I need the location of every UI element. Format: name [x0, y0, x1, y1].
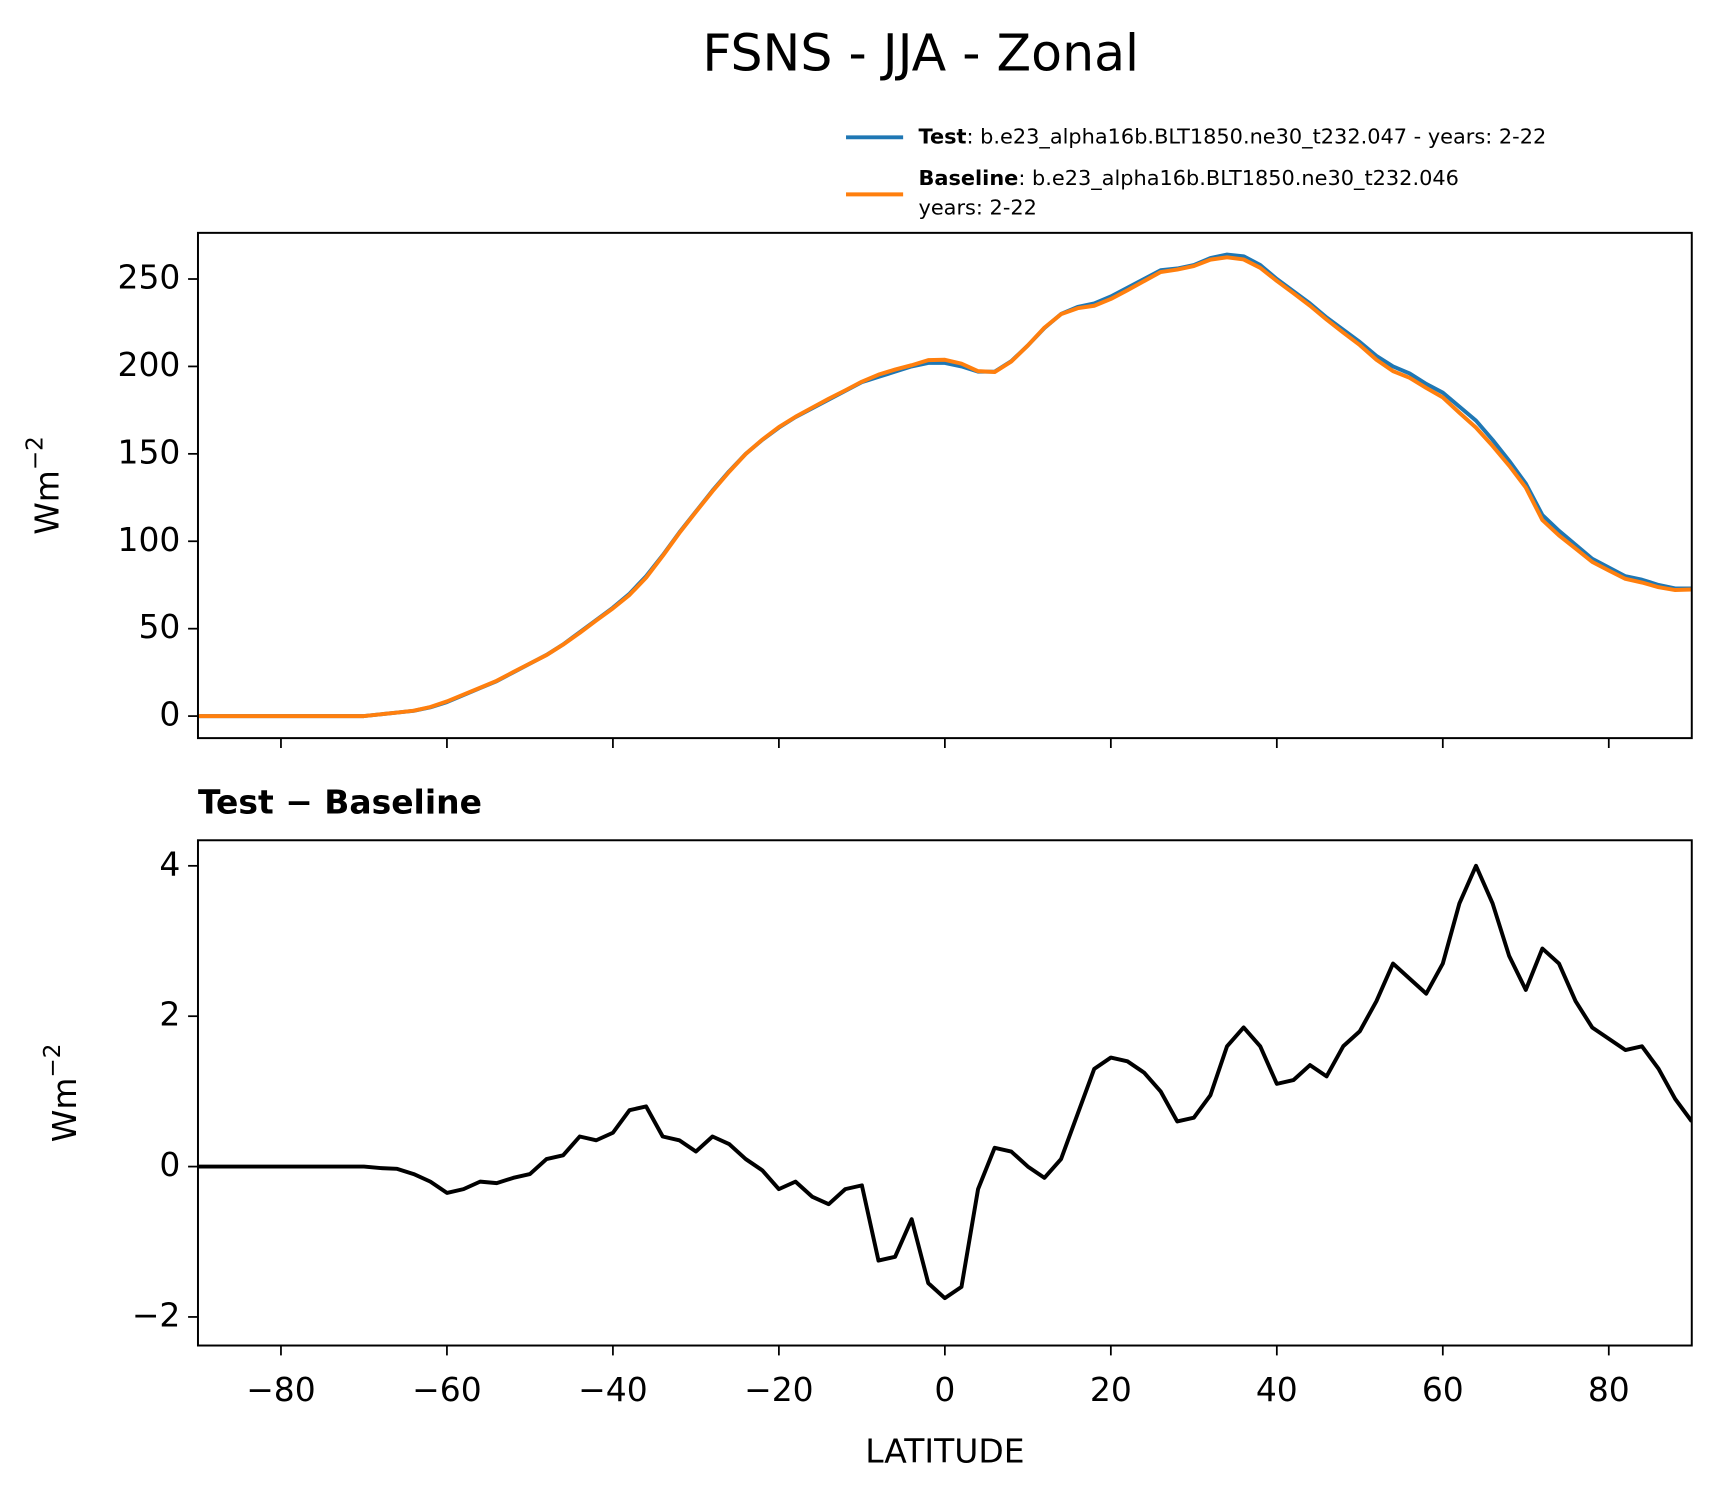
legend-detail-line: years: 2-22 [919, 196, 1037, 220]
y-label-exponent: −2 [22, 436, 48, 470]
data-line [197, 255, 1692, 719]
axes-frame [196, 231, 1693, 740]
legend-label: Baseline: b.e23_alpha16b.BLT1850.ne30_t2… [919, 166, 1459, 191]
x-tick-label: 40 [1256, 1370, 1298, 1409]
x-tick-label: 20 [1090, 1370, 1132, 1409]
y-tick-label: 50 [138, 607, 180, 646]
subplot-title: Test − Baseline [198, 783, 482, 822]
y-tick-label: 0 [159, 1145, 180, 1184]
legend-label: Test: b.e23_alpha16b.BLT1850.ne30_t232.0… [919, 124, 1547, 149]
y-tick-label: −2 [132, 1295, 181, 1334]
data-line [197, 252, 1692, 719]
y-tick-label: 150 [118, 432, 181, 471]
x-tick-label: 80 [1588, 1370, 1630, 1409]
x-tick-label: −80 [246, 1370, 316, 1409]
x-tick-label: −60 [412, 1370, 482, 1409]
y-tick-label: 2 [159, 995, 180, 1034]
y-tick-label: 0 [159, 695, 180, 734]
x-tick-label: −40 [578, 1370, 648, 1409]
chart-title: FSNS - JJA - Zonal [702, 24, 1139, 83]
axes-frame [196, 839, 1693, 1347]
y-label-text: Wm [45, 1078, 84, 1143]
legend-detail: : b.e23_alpha16b.BLT1850.ne30_t232.046 [1018, 166, 1459, 191]
y-label-exponent: −2 [39, 1044, 65, 1078]
y-label-text: Wm [27, 470, 66, 535]
y-axis-label: Wm−2 [39, 1044, 83, 1143]
y-tick-label: 100 [118, 520, 181, 559]
y-axis-label: Wm−2 [22, 436, 66, 535]
y-tick-label: 200 [118, 345, 181, 384]
legend-name: Baseline [919, 166, 1019, 190]
legend-name: Test [919, 124, 967, 148]
x-tick-label: 0 [934, 1370, 955, 1409]
x-tick-label: 60 [1422, 1370, 1464, 1409]
y-tick-label: 4 [159, 844, 180, 883]
legend-detail: : b.e23_alpha16b.BLT1850.ne30_t232.047 -… [967, 124, 1547, 149]
y-tick-label: 250 [118, 258, 181, 297]
data-line [197, 863, 1692, 1301]
x-axis-label: LATITUDE [865, 1432, 1024, 1471]
x-tick-label: −20 [744, 1370, 814, 1409]
